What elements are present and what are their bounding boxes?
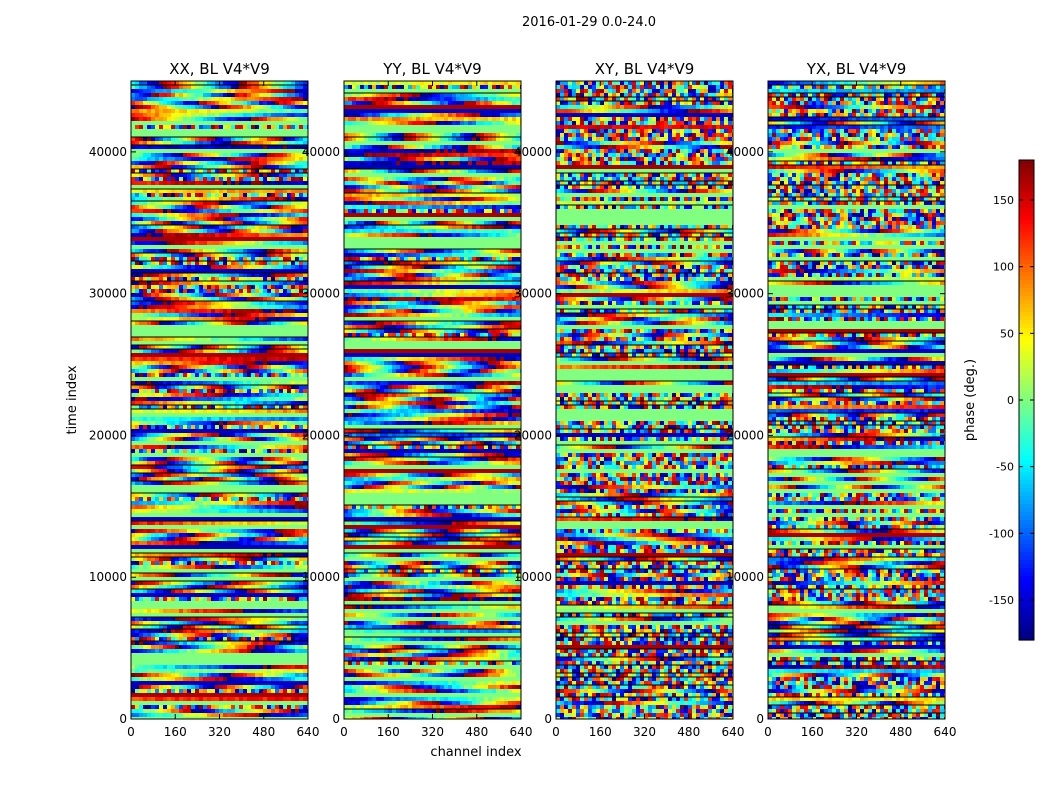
colorbar-label: phase (deg.)	[963, 359, 978, 441]
panel-title: YY, BL V4*V9	[382, 60, 481, 78]
x-tick-label: 320	[421, 725, 444, 739]
x-tick-label: 480	[465, 725, 488, 739]
x-tick-label: 160	[164, 725, 187, 739]
x-tick-label: 640	[510, 725, 533, 739]
x-tick-label: 0	[764, 725, 772, 739]
panel-title: XY, BL V4*V9	[595, 60, 695, 78]
x-tick-label: 160	[589, 725, 612, 739]
phase-heatmap-image	[344, 81, 521, 719]
x-tick-label: 480	[677, 725, 700, 739]
x-tick-label: 0	[552, 725, 560, 739]
x-tick-label: 640	[934, 725, 957, 739]
colorbar-gradient	[1019, 160, 1034, 641]
colorbar-tick-label: 0	[1007, 394, 1014, 407]
y-tick-label: 30000	[302, 287, 340, 301]
x-tick-label: 320	[845, 725, 868, 739]
x-tick-label: 160	[801, 725, 824, 739]
y-tick-label: 40000	[514, 145, 552, 159]
x-tick-label: 0	[340, 725, 348, 739]
y-tick-label: 30000	[726, 287, 764, 301]
y-tick-label: 10000	[302, 570, 340, 584]
y-tick-label: 20000	[726, 428, 764, 442]
y-tick-label: 0	[756, 712, 764, 726]
y-tick-label: 0	[332, 712, 340, 726]
y-tick-label: 40000	[726, 145, 764, 159]
y-axis-label: time index	[65, 365, 80, 434]
colorbar-tick-label: -150	[989, 594, 1014, 607]
heatmap-panel: YX, BL V4*V9 0 160 320 480 640 0 10000 20000 3000…	[726, 60, 957, 739]
colorbar-tick-label: 50	[1000, 327, 1014, 340]
colorbar: 150 100 50 0 -50 -100 -150	[989, 159, 1035, 641]
y-tick-label: 20000	[302, 428, 340, 442]
panel-title: XX, BL V4*V9	[169, 60, 270, 78]
x-tick-label: 160	[377, 725, 400, 739]
y-tick-label: 10000	[89, 570, 127, 584]
phase-heatmap-image	[556, 81, 733, 719]
colorbar-tick-label: -50	[996, 461, 1014, 474]
heatmap-panel: XY, BL V4*V9 0 160 320 480 640 0 10000 20000 3000…	[514, 60, 745, 739]
phase-heatmap-image	[131, 81, 308, 719]
y-tick-label: 20000	[514, 428, 552, 442]
heatmap-panels: XX, BL V4*V9 0 160 320 480 640 0 10000 20000 3000…	[89, 60, 957, 739]
x-tick-label: 320	[633, 725, 656, 739]
x-tick-label: 640	[297, 725, 320, 739]
x-tick-label: 480	[252, 725, 275, 739]
y-tick-label: 30000	[89, 287, 127, 301]
heatmap-panel: XX, BL V4*V9 0 160 320 480 640 0 10000 20000 3000…	[89, 60, 320, 739]
y-tick-label: 30000	[514, 287, 552, 301]
y-tick-label: 40000	[302, 145, 340, 159]
y-tick-label: 0	[544, 712, 552, 726]
x-axis-label: channel index	[430, 745, 521, 760]
phase-heatmap-image	[768, 80, 945, 719]
y-tick-label: 10000	[726, 570, 764, 584]
figure-suptitle: 2016-01-29 0.0-24.0	[522, 15, 656, 30]
y-tick-label: 10000	[514, 570, 552, 584]
panel-title: YX, BL V4*V9	[806, 60, 907, 78]
colorbar-tick-label: -100	[989, 527, 1014, 540]
y-tick-label: 20000	[89, 428, 127, 442]
y-tick-label: 0	[119, 712, 127, 726]
x-tick-label: 0	[127, 725, 135, 739]
x-tick-label: 480	[889, 725, 912, 739]
x-tick-label: 320	[208, 725, 231, 739]
colorbar-tick-label: 150	[993, 194, 1014, 207]
colorbar-tick-label: 100	[993, 261, 1014, 274]
x-tick-label: 640	[722, 725, 745, 739]
y-tick-label: 40000	[89, 145, 127, 159]
heatmap-panel: YY, BL V4*V9 0 160 320 480 640 0 10000 20000 3000…	[302, 60, 533, 739]
